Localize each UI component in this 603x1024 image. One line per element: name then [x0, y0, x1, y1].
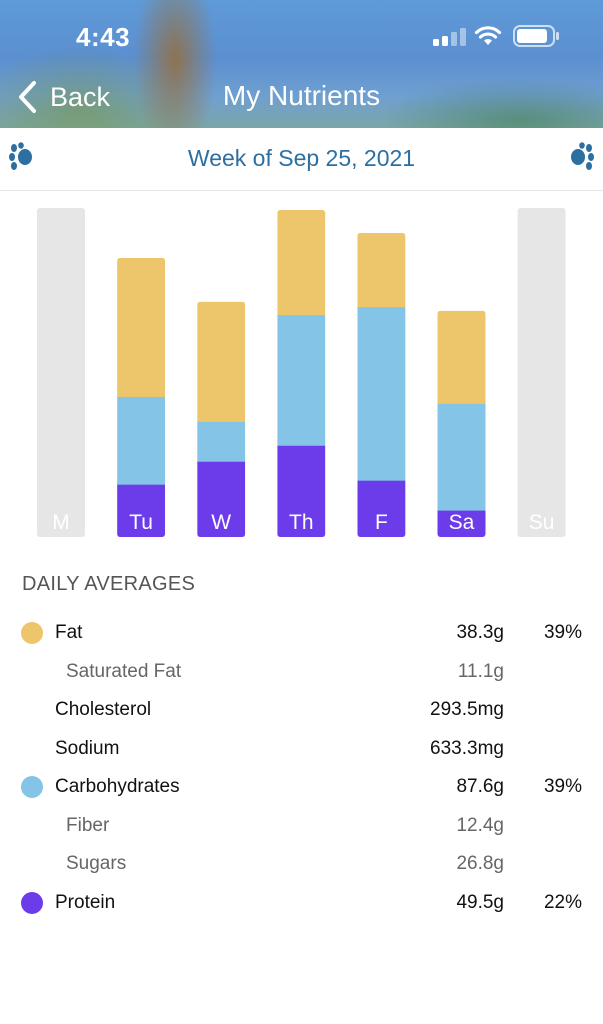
page-title: My Nutrients: [222, 80, 381, 111]
bar-f[interactable]: F: [357, 232, 406, 538]
day-label-tu: Tu: [129, 511, 153, 534]
bar-th[interactable]: Th: [277, 209, 326, 538]
paw-print-icon[interactable]: [8, 142, 38, 172]
day-label-su: Su: [529, 511, 555, 534]
segment-carbohydrates-tu: [117, 396, 166, 485]
battery-icon: [513, 25, 559, 47]
averages-row-sugars: Sugars 26.8g: [0, 845, 603, 884]
bar-m[interactable]: M: [37, 208, 85, 537]
segment-carbohydrates-th: [277, 314, 326, 446]
weekly-nutrients-chart: M Tu W Th F Sa Su: [0, 190, 603, 550]
cellular-signal-icon: [433, 28, 466, 46]
daily-averages-title: DAILY AVERAGES: [22, 573, 196, 595]
navigation-bar: Back My Nutrients: [0, 72, 603, 122]
averages-row-cholesterol: Cholesterol 293.5mg: [0, 691, 603, 730]
header: 4:43 Back My Nutrients: [0, 0, 603, 128]
row-value: 87.6g: [456, 776, 504, 797]
status-bar: 4:43: [0, 0, 603, 70]
segment-fat-f: [357, 232, 406, 308]
chevron-left-icon: [19, 81, 36, 113]
week-label: Week of Sep 25, 2021: [187, 145, 416, 171]
bar-tu[interactable]: Tu: [117, 257, 166, 538]
bar-w[interactable]: W: [197, 301, 246, 538]
row-percent: 39%: [543, 776, 582, 797]
fat-legend-dot: [21, 622, 43, 644]
day-label-th: Th: [289, 511, 314, 534]
row-label: Saturated Fat: [66, 660, 182, 682]
segment-protein-f: [357, 480, 406, 537]
status-time: 4:43: [76, 22, 131, 52]
day-label-m: M: [52, 511, 70, 534]
row-label: Cholesterol: [55, 699, 152, 720]
averages-row-fiber: Fiber 12.4g: [0, 807, 603, 846]
averages-row-protein: Protein 49.5g 22%: [0, 884, 603, 923]
day-label-sa: Sa: [449, 511, 475, 534]
bar-su[interactable]: Su: [517, 208, 566, 537]
segment-carbohydrates-f: [357, 306, 406, 481]
day-label-w: W: [211, 511, 231, 534]
wifi-icon: [474, 26, 502, 45]
segment-fat-sa: [437, 310, 486, 404]
segment-carbohydrates-sa: [437, 403, 486, 511]
row-label: Carbohydrates: [55, 776, 180, 797]
row-percent: 39%: [543, 622, 582, 643]
row-label: Fat: [55, 622, 83, 643]
segment-carbohydrates-w: [197, 421, 246, 462]
row-label: Sodium: [55, 737, 120, 759]
segment-fat-w: [197, 301, 246, 422]
segment-protein-tu: [117, 484, 166, 538]
row-label: Fiber: [66, 814, 110, 836]
segment-protein-th: [277, 445, 326, 538]
paw-print-icon[interactable]: [565, 142, 595, 172]
row-value: 12.4g: [456, 814, 504, 836]
day-label-f: F: [375, 511, 388, 534]
week-selector: Week of Sep 25, 2021: [0, 128, 603, 191]
row-label: Protein: [55, 891, 116, 913]
segment-protein-w: [197, 461, 246, 537]
row-value: 49.5g: [456, 891, 504, 913]
averages-row-carbohydrates: Carbohydrates 87.6g 39%: [0, 768, 603, 807]
bar-sa[interactable]: Sa: [437, 310, 486, 538]
row-value: 26.8g: [456, 853, 504, 874]
averages-row-fat: Fat 38.3g 39%: [0, 614, 603, 653]
protein-legend-dot: [21, 891, 43, 914]
row-value: 38.3g: [456, 622, 504, 643]
empty-bar-su: [517, 208, 566, 537]
row-value: 293.5mg: [430, 699, 504, 720]
daily-averages-list: Fat 38.3g 39% Saturated Fat 11.1g Choles…: [0, 614, 603, 922]
carbohydrates-legend-dot: [21, 776, 43, 798]
row-label: Sugars: [66, 853, 127, 874]
back-label: Back: [50, 81, 111, 112]
averages-row-sodium: Sodium 633.3mg: [0, 730, 603, 769]
segment-protein-sa: [437, 510, 486, 537]
empty-bar-m: [37, 208, 85, 537]
row-value: 11.1g: [457, 660, 504, 682]
chart-canvas: M Tu W Th F Sa Su: [37, 208, 566, 538]
row-percent: 22%: [543, 891, 582, 913]
row-value: 633.3mg: [430, 737, 504, 759]
averages-row-saturated-fat: Saturated Fat 11.1g: [0, 653, 603, 692]
segment-fat-th: [277, 209, 326, 316]
back-button[interactable]: Back: [16, 78, 110, 116]
segment-fat-tu: [117, 257, 166, 397]
